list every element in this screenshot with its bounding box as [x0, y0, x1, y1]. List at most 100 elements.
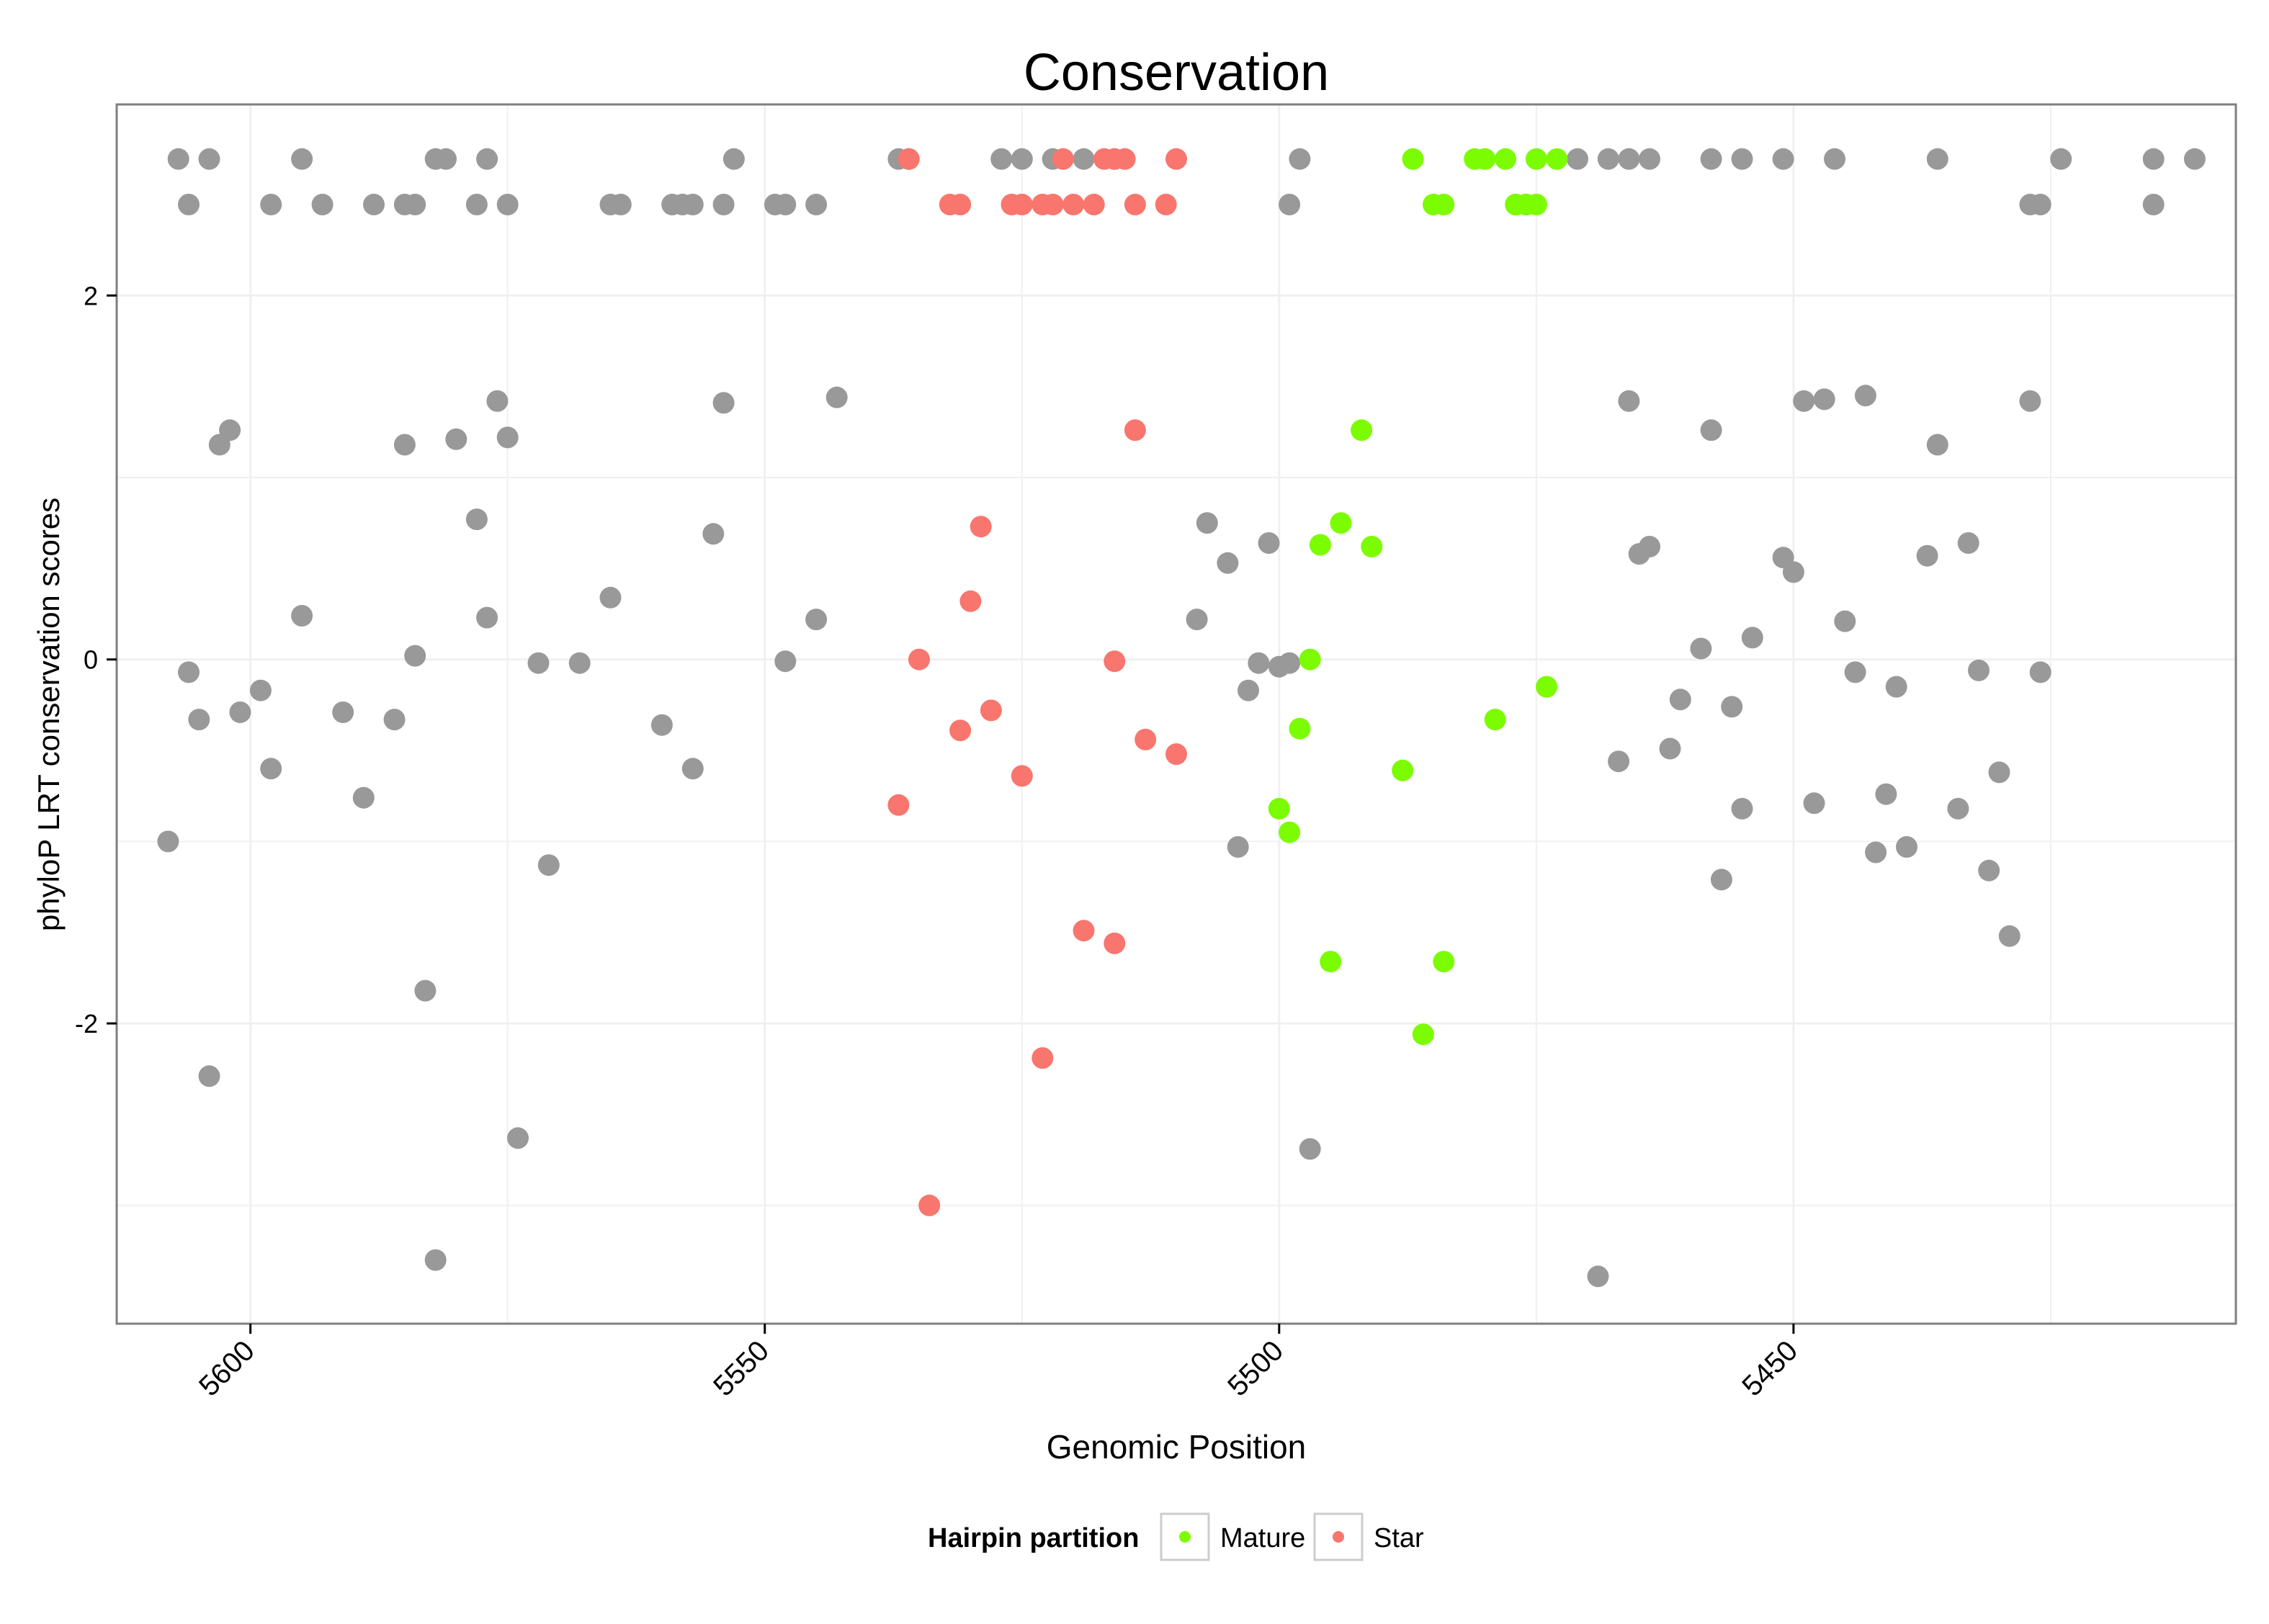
data-point-other [291, 148, 313, 170]
data-point-star [1124, 419, 1146, 441]
data-point-other [1844, 661, 1866, 683]
legend-swatch-mature [1179, 1531, 1191, 1543]
data-point-star [980, 699, 1002, 722]
data-point-other [424, 1249, 447, 1271]
data-point-mature [1392, 759, 1414, 781]
data-point-mature [1330, 512, 1352, 534]
data-point-other [465, 508, 488, 531]
data-point-other [1700, 419, 1722, 441]
data-point-other [1618, 148, 1640, 170]
data-point-other [1659, 737, 1681, 760]
data-points [157, 148, 2206, 1288]
data-point-mature [1309, 534, 1331, 556]
plot-panel [115, 103, 2237, 1325]
data-point-star [1011, 194, 1033, 215]
data-point-mature [1289, 717, 1311, 740]
data-point-other [805, 609, 828, 631]
data-point-other [2029, 194, 2051, 215]
data-point-other [157, 830, 179, 853]
data-point-star [1011, 765, 1033, 787]
data-point-star [949, 194, 972, 215]
data-point-other [2142, 148, 2165, 170]
data-point-mature [1402, 148, 1424, 170]
data-point-other [1957, 532, 1979, 554]
legend-label-mature: Mature [1220, 1523, 1305, 1553]
data-point-mature [1525, 148, 1547, 170]
data-point-other [1248, 652, 1270, 674]
data-point-other [1227, 836, 1249, 858]
legend-swatch-star [1333, 1531, 1344, 1543]
data-point-other [774, 194, 797, 215]
legend-key-star [1313, 1512, 1364, 1561]
data-point-mature [1433, 951, 1455, 973]
data-point-other [1258, 532, 1280, 554]
data-point-other [1998, 925, 2020, 947]
data-point-other [1988, 761, 2010, 784]
data-point-other [496, 194, 519, 215]
data-point-other [990, 148, 1013, 170]
data-point-other [2050, 148, 2072, 170]
data-point-star [1104, 932, 1126, 954]
data-point-other [435, 148, 457, 170]
data-point-mature [1361, 536, 1383, 557]
data-point-other [650, 714, 673, 736]
data-point-other [260, 194, 282, 215]
data-point-other [1721, 696, 1743, 718]
data-point-other [1196, 512, 1218, 534]
data-point-other [383, 709, 406, 731]
data-point-other [332, 701, 354, 723]
legend-title: Hairpin partition [928, 1523, 1139, 1553]
data-point-other [2019, 390, 2041, 412]
data-point-other [1279, 194, 1301, 215]
data-point-mature [1279, 821, 1301, 843]
data-point-star [898, 148, 920, 170]
data-point-other [1279, 652, 1301, 674]
data-point-other [291, 605, 313, 627]
data-point-other [1710, 869, 1732, 891]
data-point-star [887, 794, 910, 816]
data-point-other [527, 652, 550, 674]
data-point-star [1124, 194, 1146, 215]
data-point-other [178, 661, 200, 683]
data-point-other [198, 148, 220, 170]
data-point-mature [1351, 419, 1373, 441]
data-point-other [1803, 792, 1825, 815]
data-point-other [681, 194, 704, 215]
data-point-other [2029, 661, 2051, 683]
data-point-star [959, 590, 982, 612]
data-point-mature [1268, 797, 1290, 820]
data-point-other [1875, 783, 1897, 805]
data-point-star [908, 648, 930, 670]
data-point-other [609, 194, 632, 215]
data-point-mature [1474, 148, 1496, 170]
data-point-other [2142, 194, 2165, 215]
data-point-other [198, 1065, 220, 1087]
data-point-mature [1320, 951, 1342, 973]
data-point-other [568, 652, 591, 674]
data-point-other [1926, 148, 1948, 170]
data-point-other [1731, 148, 1753, 170]
data-point-other [393, 434, 416, 456]
data-point-star [1104, 650, 1126, 673]
data-point-other [363, 194, 385, 215]
data-point-mature [1525, 194, 1547, 215]
data-point-other [722, 148, 745, 170]
data-point-other [414, 979, 437, 1002]
data-point-other [1854, 385, 1876, 407]
data-point-star [1031, 1047, 1054, 1069]
data-point-star [949, 719, 972, 742]
data-point-other [167, 148, 189, 170]
data-point-star [1155, 194, 1177, 215]
data-point-mature [1484, 709, 1506, 731]
data-point-star [1083, 194, 1105, 215]
data-point-star [1073, 920, 1095, 942]
data-point-other [1926, 434, 1948, 456]
data-point-other [2183, 148, 2206, 170]
data-point-other [404, 645, 426, 667]
data-point-other [496, 426, 519, 449]
data-point-other [1217, 552, 1239, 574]
data-point-mature [1546, 148, 1568, 170]
data-point-other [229, 701, 251, 723]
data-point-other [712, 392, 735, 414]
